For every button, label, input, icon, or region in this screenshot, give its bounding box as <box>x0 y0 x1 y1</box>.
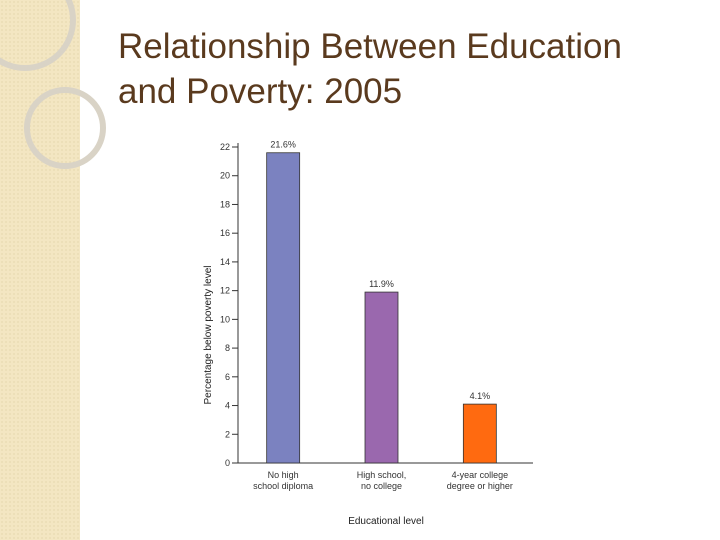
bar-value-label: 4.1% <box>470 391 491 401</box>
poverty-bar-chart: 0 2 4 6 8 10 12 14 16 18 20 22 21.6% 11.9% 4.1% No hi… <box>203 140 533 527</box>
x-axis-label: Educational level <box>348 516 424 527</box>
bar <box>462 403 497 464</box>
y-axis-ticks: 0 2 4 6 8 10 12 14 16 18 20 22 <box>220 142 238 468</box>
slide-title-line-2: and Poverty: 2005 <box>118 72 403 111</box>
bar <box>364 291 399 464</box>
x-category-label: degree or higher <box>447 481 513 491</box>
x-category-label: High school, <box>357 470 407 480</box>
y-tick-label: 6 <box>225 372 230 382</box>
slide-title-line-1: Relationship Between Education <box>118 27 622 66</box>
y-axis-label: Percentage below poverty level <box>203 266 214 405</box>
chart-bars: 21.6% 11.9% 4.1% <box>266 140 497 464</box>
decorative-rings <box>0 0 106 169</box>
x-category-label: no college <box>361 481 402 491</box>
slide-title: Relationship Between Education and Pover… <box>118 24 698 114</box>
y-tick-label: 18 <box>220 199 230 209</box>
y-tick-label: 10 <box>220 314 230 324</box>
y-tick-label: 22 <box>220 142 230 152</box>
y-tick-label: 0 <box>225 458 230 468</box>
x-category-label: school diploma <box>253 481 313 491</box>
y-tick-label: 8 <box>225 343 230 353</box>
x-category-label: No high <box>268 470 299 480</box>
y-tick-label: 12 <box>220 286 230 296</box>
bar <box>266 152 301 464</box>
bar-value-label: 11.9% <box>369 279 394 289</box>
y-tick-label: 2 <box>225 429 230 439</box>
x-category-label: 4-year college <box>452 470 509 480</box>
bar-value-label: 21.6% <box>270 140 296 150</box>
y-tick-label: 14 <box>220 257 230 267</box>
y-tick-label: 4 <box>225 401 230 411</box>
y-tick-label: 16 <box>220 228 230 238</box>
y-tick-label: 20 <box>220 171 230 181</box>
